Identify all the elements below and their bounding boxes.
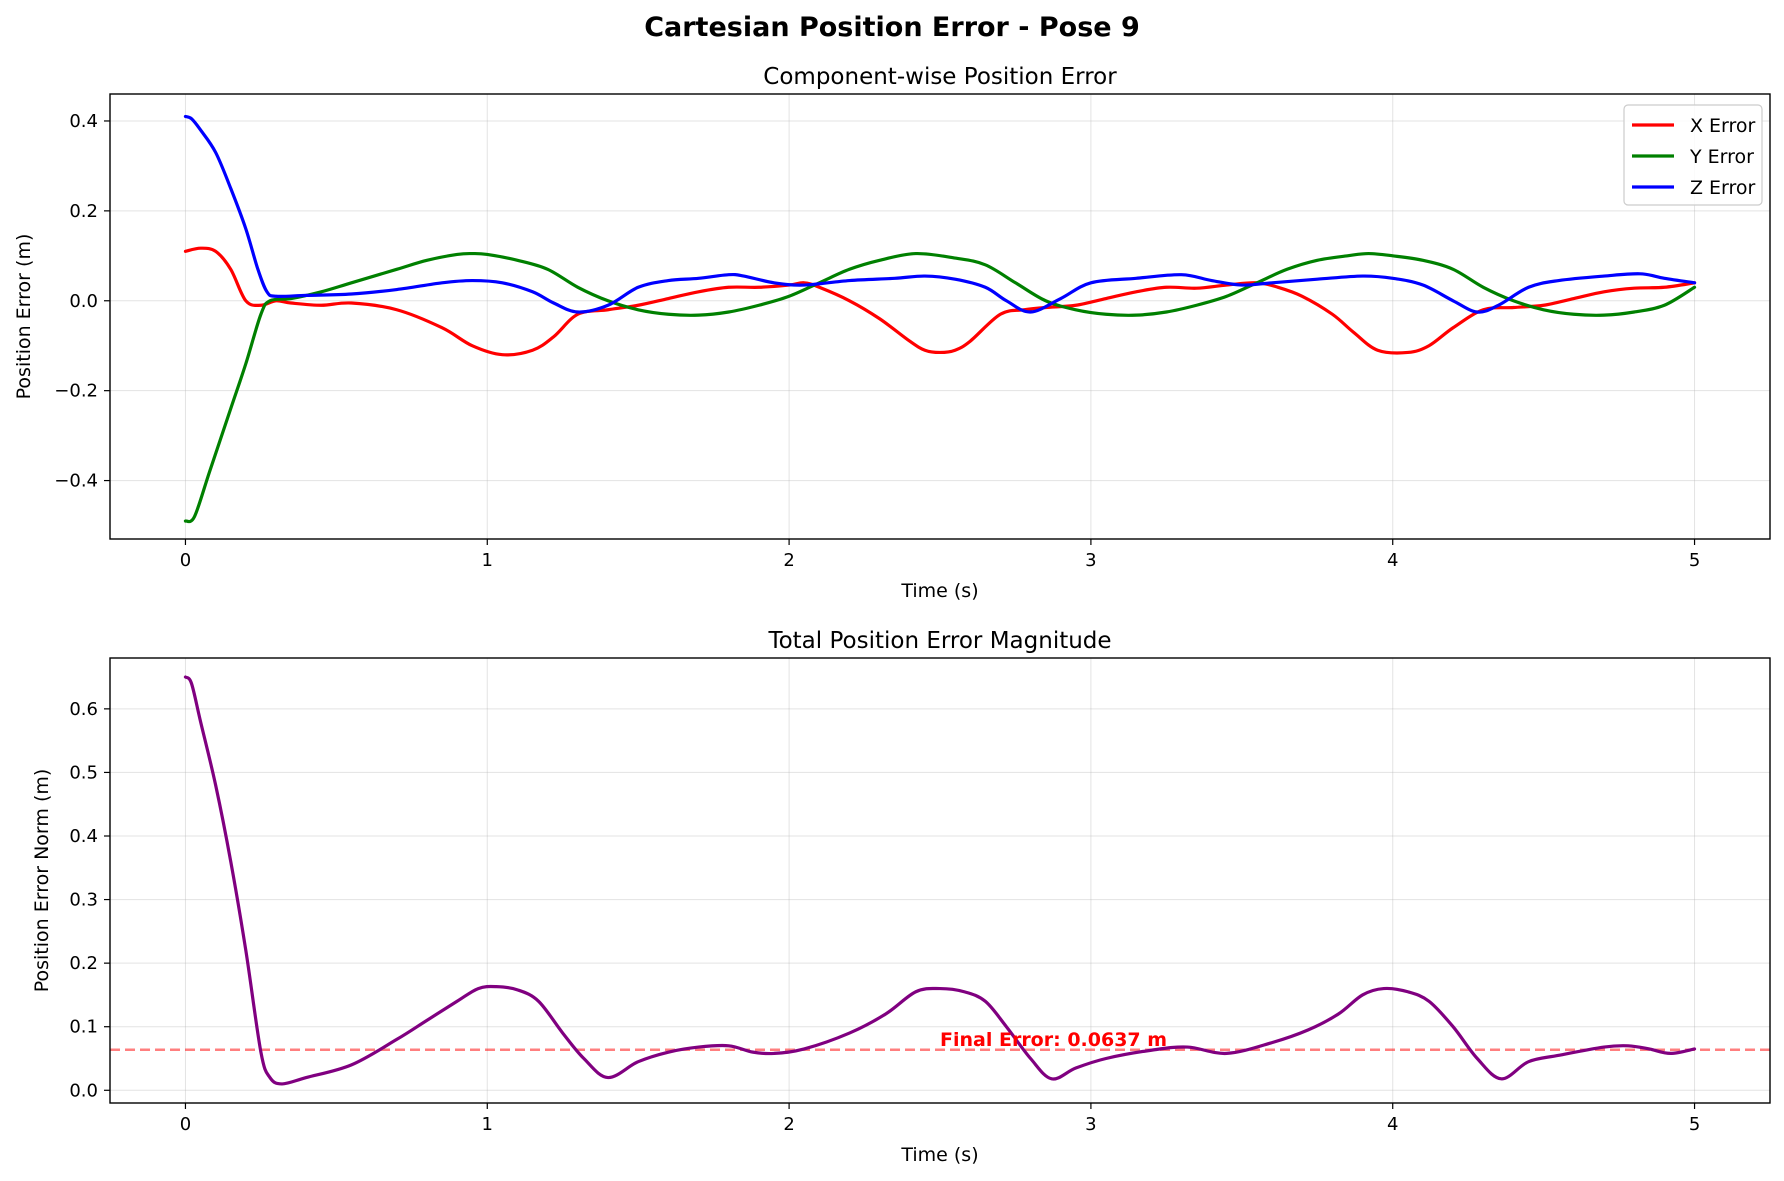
y-tick-label: 0.4 [69,111,98,132]
y-tick-label: −0.4 [54,471,98,492]
x-tick-label: 0 [180,550,191,571]
x-tick-label: 5 [1689,1114,1700,1135]
final-error-annotation: Final Error: 0.0637 m [940,1029,1167,1051]
y-tick-label: −0.2 [54,381,98,402]
chart-title: Component-wise Position Error [763,64,1117,90]
x-tick-label: 0 [180,1114,191,1135]
total-error-chart: 0 1 2 3 4 5 0.0 0.1 0.2 0.3 0.4 0.5 0.6 Total Positi… [31,628,1771,1166]
x-tick-label: 4 [1387,550,1398,571]
series-line-z-error [183,114,1697,314]
y-tick-label: 0.0 [69,1080,98,1101]
x-tick-label: 2 [783,550,794,571]
series-line-error-norm [183,675,1697,1086]
y-tick-label: 0.4 [69,826,98,847]
x-tick-label: 4 [1387,1114,1398,1135]
x-axis-label: Time (s) [900,1144,978,1166]
legend-label: Y Error [1689,146,1754,168]
y-tick-label: 0.3 [69,890,98,911]
series-layer [183,114,1697,524]
component-error-chart: 0 1 2 3 4 5 −0.4 −0.2 0.0 0.2 0.4 Component-wise P… [13,64,1771,602]
legend-box [1623,104,1763,206]
y-tick-label: 0.2 [69,953,98,974]
legend-label: X Error [1690,115,1756,137]
series-line-y-error [183,251,1697,524]
y-tick-label: 0.0 [69,291,98,312]
x-tick-label: 3 [1085,1114,1096,1135]
x-tick-label: 1 [482,1114,493,1135]
figure-title: Cartesian Position Error - Pose 9 [644,12,1140,43]
y-tick-label: 0.2 [69,201,98,222]
x-tick-label: 5 [1689,550,1700,571]
plot-frame [109,657,1771,1104]
legend-label: Z Error [1690,177,1756,199]
legend: X Error Y Error Z Error [1623,104,1763,206]
y-axis-label: Position Error (m) [13,234,35,400]
y-tick-label: 0.1 [69,1017,98,1038]
x-tick-label: 2 [783,1114,794,1135]
series-layer [183,675,1697,1086]
ticks: 0 1 2 3 4 5 0.0 0.1 0.2 0.3 0.4 0.5 0.6 [69,699,1700,1135]
x-axis-label: Time (s) [900,580,978,602]
series-line-x-error [183,246,1697,357]
y-tick-label: 0.5 [69,762,98,783]
y-axis-label: Position Error Norm (m) [31,769,53,993]
x-tick-label: 3 [1085,550,1096,571]
y-tick-label: 0.6 [69,699,98,720]
chart-title: Total Position Error Magnitude [767,628,1111,654]
ticks: 0 1 2 3 4 5 −0.4 −0.2 0.0 0.2 0.4 [54,111,1700,571]
grid [110,658,1770,1103]
plot-frame [109,93,1771,540]
x-tick-label: 1 [482,550,493,571]
